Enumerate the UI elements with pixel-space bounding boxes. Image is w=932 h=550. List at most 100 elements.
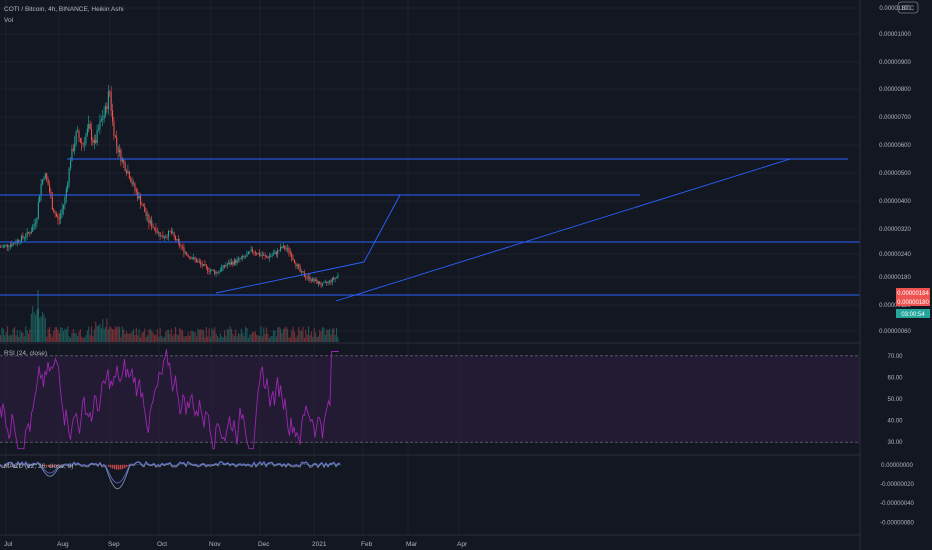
rsi-pane[interactable] [0,349,860,450]
volume-bar [186,336,188,342]
candle-body [29,232,31,234]
candle-body [259,253,261,256]
candle-body [177,239,179,242]
candle-body [173,232,175,237]
macd-histogram-bar [260,464,262,465]
macd-histogram-bar [128,464,130,466]
candle-body [190,256,192,260]
macd-histogram-bar [34,464,36,466]
candle-body [301,271,303,272]
trendline[interactable] [363,194,401,263]
y-tick-label: 0.00000500 [879,171,911,177]
volume-bar [172,335,174,342]
volume-bar [228,329,230,342]
candle-body [189,256,191,258]
volume-bar [2,328,4,342]
volume-bar [22,332,24,342]
volume-bar [305,329,307,342]
candle-body [107,91,109,110]
candle-body [68,168,70,184]
candle-body [207,267,209,272]
candle-body [89,124,91,130]
macd-histogram-bar [172,464,174,466]
candle-body [229,262,231,265]
trendline[interactable] [215,261,365,294]
y-tick-label: 0.00000320 [879,227,911,233]
candle-body [78,130,80,139]
volume-bar [81,336,83,342]
candle-body [155,228,157,233]
candle-body [26,232,28,237]
candle-body [203,264,205,266]
volume-bar [284,327,286,342]
volume-bar [92,336,94,342]
candle-body [98,129,100,131]
volume-bar [74,333,76,342]
volume-bar [201,329,203,342]
candle-body [274,251,276,254]
y-tick-label: 0.00001000 [879,32,911,38]
candle-body [324,281,326,283]
candle-body [53,209,55,213]
volume-bar [28,333,30,342]
candle-body [110,91,112,111]
candle-body [200,262,202,264]
candle-body [81,142,83,144]
volume-bar [91,326,93,342]
candle-body [49,185,51,192]
macd-pane[interactable] [0,460,342,490]
volume-bar [85,335,87,342]
candle-body [232,261,234,265]
trendline[interactable] [335,158,791,302]
volume-bar [299,330,301,342]
volume-bar [16,330,18,342]
volume-bar [84,337,86,342]
x-tick-label: Mar [406,541,418,548]
candle-body [116,136,118,147]
volume-bar [162,337,164,342]
candle-body [247,251,249,255]
volume-bar [240,328,242,342]
x-tick-label: Dec [258,541,270,548]
volume-bar [100,328,102,342]
candle-body [123,159,125,163]
macd-histogram-bar [212,464,214,466]
macd-histogram-bar [22,464,24,465]
volume-bar [236,336,238,342]
volume-bar [11,335,13,342]
volume-bar [78,331,80,342]
currency-badge[interactable]: BTC [897,1,919,14]
candle-body [240,257,242,260]
price-pane[interactable] [0,85,339,342]
volume-bar [266,327,268,342]
candle-body [79,138,81,143]
macd-histogram-bar [262,464,264,466]
candle-body [305,276,307,278]
candle-body [113,121,115,136]
volume-bar [4,335,6,342]
candle-body [58,218,60,220]
candle-body [329,280,331,282]
volume-bar [326,329,328,342]
trendlines[interactable] [0,158,860,302]
volume-bar [133,329,135,342]
candle-body [12,243,14,246]
volume-bar [210,336,212,342]
candle-body [212,269,214,271]
candle-body [166,236,168,238]
macd-histogram-bar [302,464,304,465]
x-tick-label: Sep [108,541,120,548]
macd-histogram-bar [140,464,142,465]
candle-body [158,232,160,233]
price-label: 0.00000184 [897,291,929,297]
volume-bar [64,328,66,342]
candle-body [277,249,279,255]
macd-histogram-bar [138,464,140,465]
volume-bar [337,337,339,342]
macd-histogram-bar [232,464,234,466]
volume-bar [176,334,178,342]
volume-bar [259,335,261,342]
y-tick-label: 0.00000060 [879,329,911,335]
candle-body [180,246,182,247]
